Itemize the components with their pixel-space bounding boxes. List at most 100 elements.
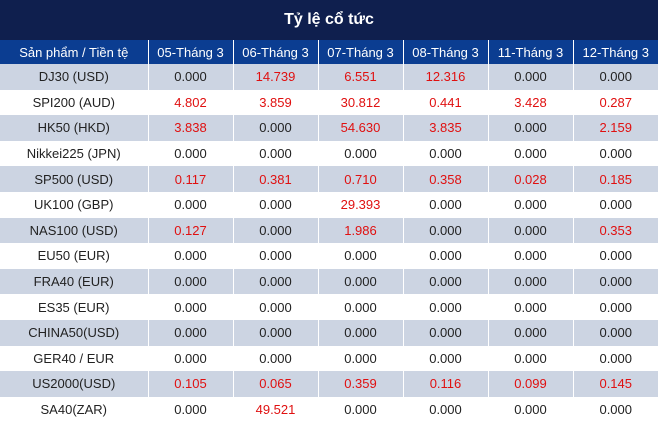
table-row: CHINA50(USD) 0.000 0.000 0.000 0.000 0.000 0.0…: [0, 319, 658, 346]
table-row: SP500 (USD) 0.117 0.381 0.710 0.358 0.028 0.18…: [0, 166, 658, 192]
dividend-value-cell: 0.000: [488, 268, 574, 295]
table-row: UK100 (GBP) 0.000 0.000 29.393 0.000 0.000 0.0…: [0, 191, 658, 218]
dividend-value-cell: 0.000: [403, 140, 489, 167]
dividend-value-cell: 4.802: [148, 89, 234, 116]
dividend-value-cell: 0.000: [233, 319, 319, 346]
column-header-date: 06-Tháng 3: [233, 40, 319, 64]
dividend-value-cell: 0.000: [148, 294, 234, 320]
dividend-value-cell: 0.000: [233, 294, 319, 320]
dividend-value-cell: 0.000: [403, 294, 489, 320]
dividend-value-cell: 0.000: [148, 345, 234, 372]
table-row: ES35 (EUR) 0.000 0.000 0.000 0.000 0.000 0.000: [0, 294, 658, 320]
table-title: Tỷ lệ cổ tức: [0, 0, 658, 40]
dividend-value-cell: 12.316: [403, 64, 489, 90]
product-cell: FRA40 (EUR): [0, 268, 149, 295]
dividend-table: Sản phẩm / Tiền tệ 05-Tháng 3 06-Tháng 3 07…: [0, 40, 658, 423]
table-row: NAS100 (USD) 0.127 0.000 1.986 0.000 0.000 0.3…: [0, 217, 658, 244]
dividend-value-cell: 1.986: [318, 217, 404, 244]
column-header-date: 05-Tháng 3: [148, 40, 234, 64]
dividend-value-cell: 0.000: [233, 115, 319, 141]
dividend-value-cell: 0.000: [148, 396, 234, 423]
dividend-value-cell: 0.000: [233, 243, 319, 269]
dividend-value-cell: 0.000: [318, 396, 404, 423]
dividend-value-cell: 0.000: [488, 345, 574, 372]
table-row: DJ30 (USD) 0.000 14.739 6.551 12.316 0.000 0.0…: [0, 64, 658, 90]
dividend-value-cell: 0.000: [148, 140, 234, 167]
dividend-value-cell: 0.000: [573, 268, 658, 295]
dividend-value-cell: 0.000: [233, 140, 319, 167]
header-row: Sản phẩm / Tiền tệ 05-Tháng 3 06-Tháng 3 07…: [0, 40, 658, 64]
dividend-value-cell: 0.000: [148, 243, 234, 269]
column-header-date: 07-Tháng 3: [318, 40, 404, 64]
table-row: GER40 / EUR 0.000 0.000 0.000 0.000 0.000 0.00…: [0, 345, 658, 372]
dividend-value-cell: 0.099: [488, 371, 574, 397]
dividend-value-cell: 0.000: [403, 243, 489, 269]
dividend-value-cell: 0.185: [573, 166, 658, 192]
dividend-value-cell: 0.000: [318, 345, 404, 372]
dividend-value-cell: 0.000: [573, 243, 658, 269]
dividend-value-cell: 0.000: [318, 243, 404, 269]
dividend-value-cell: 0.105: [148, 371, 234, 397]
table-row: SA40(ZAR) 0.000 49.521 0.000 0.000 0.000 0.000: [0, 396, 658, 423]
dividend-value-cell: 0.145: [573, 371, 658, 397]
dividend-value-cell: 3.859: [233, 89, 319, 116]
dividend-value-cell: 0.000: [488, 115, 574, 141]
dividend-value-cell: 0.353: [573, 217, 658, 244]
dividend-value-cell: 29.393: [318, 191, 404, 218]
table-row: SPI200 (AUD) 4.802 3.859 30.812 0.441 3.428 0.…: [0, 89, 658, 116]
dividend-value-cell: 0.000: [573, 345, 658, 372]
dividend-value-cell: 0.127: [148, 217, 234, 244]
product-cell: Nikkei225 (JPN): [0, 140, 149, 167]
dividend-value-cell: 54.630: [318, 115, 404, 141]
dividend-value-cell: 0.000: [573, 140, 658, 167]
column-header-date: 11-Tháng 3: [488, 40, 574, 64]
dividend-value-cell: 0.000: [488, 396, 574, 423]
column-header-date: 12-Tháng 3: [573, 40, 658, 64]
dividend-value-cell: 0.381: [233, 166, 319, 192]
dividend-value-cell: 0.000: [573, 396, 658, 423]
dividend-value-cell: 0.000: [403, 268, 489, 295]
dividend-value-cell: 0.000: [488, 64, 574, 90]
dividend-value-cell: 0.000: [403, 217, 489, 244]
dividend-value-cell: 3.838: [148, 115, 234, 141]
dividend-value-cell: 0.000: [403, 345, 489, 372]
dividend-value-cell: 0.000: [318, 319, 404, 346]
dividend-value-cell: 0.000: [488, 217, 574, 244]
table-body: DJ30 (USD) 0.000 14.739 6.551 12.316 0.000 0.0…: [0, 64, 658, 423]
dividend-value-cell: 0.000: [573, 64, 658, 90]
dividend-value-cell: 49.521: [233, 396, 319, 423]
dividend-value-cell: 0.028: [488, 166, 574, 192]
product-cell: EU50 (EUR): [0, 243, 149, 269]
product-cell: SPI200 (AUD): [0, 89, 149, 116]
table-row: EU50 (EUR) 0.000 0.000 0.000 0.000 0.000 0.000: [0, 243, 658, 269]
dividend-value-cell: 0.000: [403, 319, 489, 346]
product-cell: US2000(USD): [0, 371, 149, 397]
dividend-value-cell: 0.359: [318, 371, 404, 397]
dividend-value-cell: 0.000: [318, 294, 404, 320]
dividend-value-cell: 3.428: [488, 89, 574, 116]
dividend-value-cell: 0.116: [403, 371, 489, 397]
dividend-value-cell: 0.441: [403, 89, 489, 116]
dividend-value-cell: 0.000: [488, 319, 574, 346]
dividend-value-cell: 0.000: [318, 140, 404, 167]
product-cell: DJ30 (USD): [0, 64, 149, 90]
product-cell: HK50 (HKD): [0, 115, 149, 141]
dividend-value-cell: 0.000: [403, 396, 489, 423]
dividend-value-cell: 0.000: [403, 191, 489, 218]
dividend-value-cell: 30.812: [318, 89, 404, 116]
dividend-value-cell: 0.000: [488, 294, 574, 320]
column-header-product: Sản phẩm / Tiền tệ: [0, 40, 149, 64]
dividend-value-cell: 0.000: [488, 243, 574, 269]
product-cell: NAS100 (USD): [0, 217, 149, 244]
dividend-value-cell: 0.000: [148, 319, 234, 346]
table-row: US2000(USD) 0.105 0.065 0.359 0.116 0.099 0.14…: [0, 371, 658, 397]
product-cell: ES35 (EUR): [0, 294, 149, 320]
dividend-value-cell: 0.000: [233, 268, 319, 295]
dividend-value-cell: 0.000: [573, 294, 658, 320]
dividend-value-cell: 0.000: [488, 140, 574, 167]
dividend-value-cell: 0.000: [148, 191, 234, 218]
product-cell: SA40(ZAR): [0, 396, 149, 423]
dividend-value-cell: 14.739: [233, 64, 319, 90]
dividend-value-cell: 0.000: [148, 64, 234, 90]
